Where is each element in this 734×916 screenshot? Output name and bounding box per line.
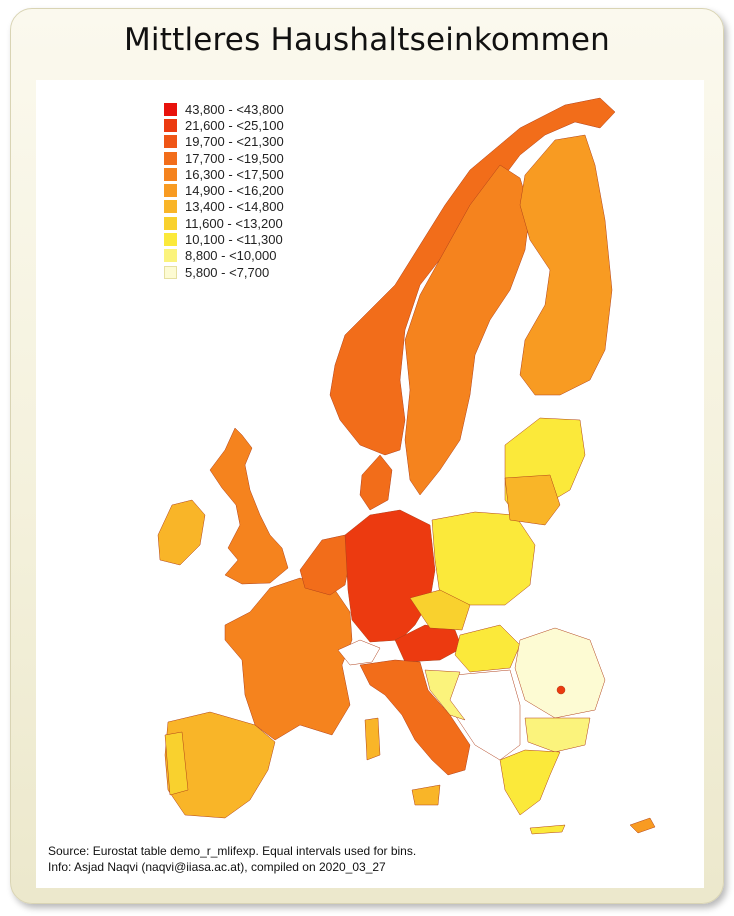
region-croatia bbox=[424, 669, 466, 721]
legend-label: 21,600 - <25,100 bbox=[185, 117, 284, 133]
region-france bbox=[224, 577, 353, 741]
region-greece bbox=[499, 749, 561, 816]
legend-label: 8,800 - <10,000 bbox=[185, 248, 277, 264]
region-poland bbox=[431, 511, 536, 606]
region-hungary bbox=[454, 624, 521, 673]
source-line: Source: Eurostat table demo_r_mlifexp. E… bbox=[48, 844, 417, 858]
legend-swatch bbox=[164, 184, 177, 198]
legend-item: 17,700 - <19,500 bbox=[164, 150, 284, 166]
legend-item: 16,300 - <17,500 bbox=[164, 166, 284, 182]
region-sicily bbox=[411, 784, 441, 806]
legend-item: 11,600 - <13,200 bbox=[164, 215, 284, 231]
legend-label: 16,300 - <17,500 bbox=[185, 166, 284, 182]
legend-label: 13,400 - <14,800 bbox=[185, 199, 284, 215]
region-sweden bbox=[404, 164, 531, 496]
map-legend: 43,800 - <43,800 21,600 - <25,100 19,700 -… bbox=[164, 101, 284, 280]
legend-item: 43,800 - <43,800 bbox=[164, 101, 284, 117]
legend-label: 11,600 - <13,200 bbox=[185, 215, 283, 231]
region-great-britain bbox=[209, 427, 289, 585]
region-ireland bbox=[157, 499, 206, 566]
region-bulgaria bbox=[524, 717, 591, 753]
region-czechia bbox=[409, 589, 471, 631]
legend-label: 43,800 - <43,800 bbox=[185, 101, 284, 117]
legend-item: 10,100 - <11,300 bbox=[164, 231, 284, 247]
region-finland bbox=[519, 134, 613, 396]
legend-swatch bbox=[164, 118, 177, 132]
region-benelux bbox=[299, 534, 351, 596]
legend-swatch bbox=[164, 135, 177, 149]
legend-swatch bbox=[164, 216, 177, 230]
legend-item: 19,700 - <21,300 bbox=[164, 134, 284, 150]
legend-item: 8,800 - <10,000 bbox=[164, 248, 284, 264]
source-note: Source: Eurostat table demo_r_mlifexp. E… bbox=[48, 843, 416, 875]
region-romania bbox=[514, 627, 606, 719]
region-crete bbox=[529, 824, 566, 835]
region-switzerland bbox=[337, 639, 381, 666]
legend-label: 14,900 - <16,200 bbox=[185, 183, 284, 199]
europe-choropleth-map bbox=[157, 97, 656, 835]
legend-swatch bbox=[164, 233, 177, 247]
slide-title: Mittleres Haushaltseinkommen bbox=[123, 22, 611, 58]
legend-swatch bbox=[164, 167, 177, 181]
region-iberia bbox=[164, 711, 276, 819]
legend-label: 17,700 - <19,500 bbox=[185, 150, 284, 166]
legend-item: 21,600 - <25,100 bbox=[164, 117, 284, 133]
legend-item: 5,800 - <7,700 bbox=[164, 264, 284, 280]
region-lithuania bbox=[504, 474, 561, 526]
legend-swatch bbox=[164, 200, 177, 214]
info-line: Info: Asjad Naqvi (naqvi@iiasa.ac.at), c… bbox=[48, 860, 386, 874]
legend-swatch bbox=[164, 102, 177, 116]
region-cyprus bbox=[629, 817, 656, 834]
region-denmark bbox=[359, 454, 393, 511]
region-bucharest bbox=[556, 685, 566, 695]
legend-swatch bbox=[164, 249, 177, 263]
legend-label: 10,100 - <11,300 bbox=[185, 232, 283, 248]
legend-label: 5,800 - <7,700 bbox=[185, 264, 270, 280]
region-italy bbox=[359, 659, 471, 776]
region-sardinia bbox=[364, 717, 381, 761]
region-germany bbox=[344, 509, 436, 643]
legend-label: 19,700 - <21,300 bbox=[185, 134, 284, 150]
region-portugal bbox=[164, 731, 189, 796]
region-norway bbox=[329, 97, 616, 456]
legend-swatch bbox=[164, 265, 177, 279]
legend-item: 13,400 - <14,800 bbox=[164, 199, 284, 215]
legend-item: 14,900 - <16,200 bbox=[164, 182, 284, 198]
legend-swatch bbox=[164, 151, 177, 165]
